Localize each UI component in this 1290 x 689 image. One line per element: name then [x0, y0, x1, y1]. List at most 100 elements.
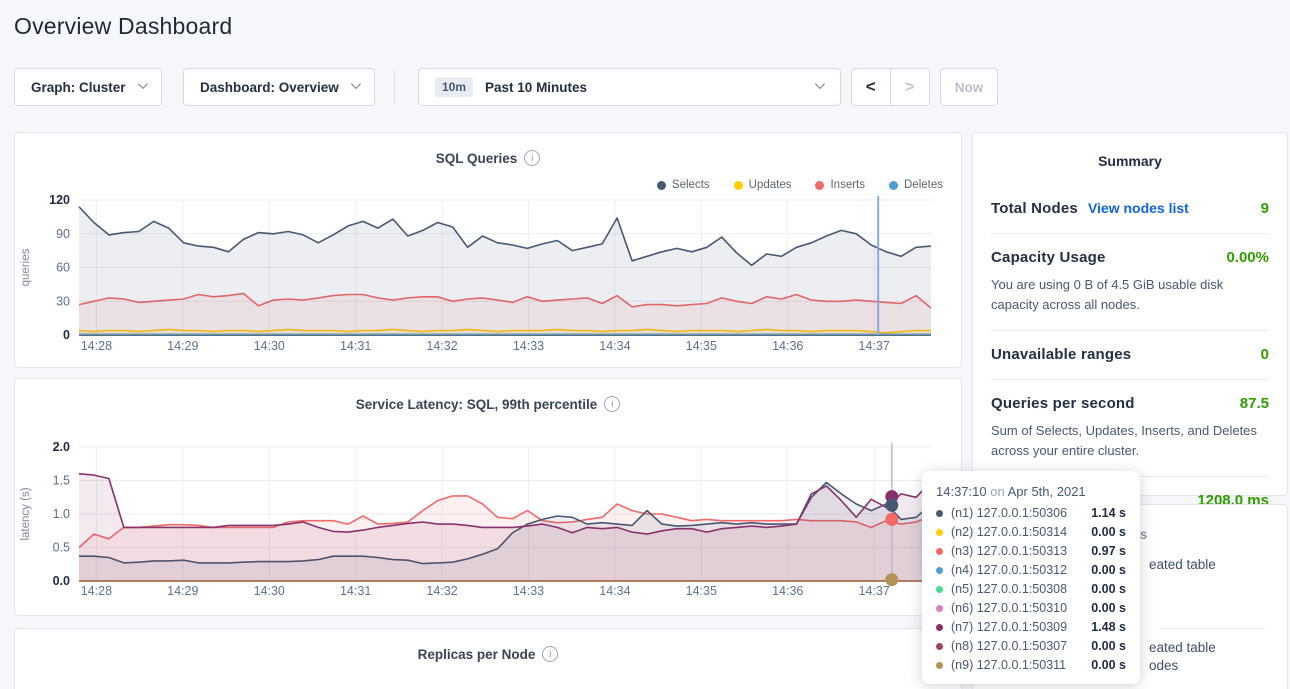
service-latency-chart[interactable]: 0.0 0.5 1.0 1.5 2.0 14:28 14:29 14:30 14:31 14:32… — [15, 433, 963, 610]
sql-queries-title: SQL Queries i — [15, 133, 961, 166]
series-line-Inserts — [78, 292, 932, 309]
summary-row-description: You are using 0 B of 4.5 GiB usable disk… — [991, 277, 1224, 312]
tooltip-node-row: (n5) 127.0.0.1:50308 0.00 s — [936, 582, 1126, 596]
events-divider — [1159, 628, 1265, 629]
x-tick-label: 14:32 — [426, 339, 457, 353]
legend-label: Inserts — [830, 179, 865, 191]
tooltip-node-row: (n9) 127.0.0.1:50311 0.00 s — [936, 658, 1126, 672]
x-tick-label: 14:29 — [167, 339, 198, 353]
summary-row: Queries per second 87.5 Sum of Selects, Up… — [991, 380, 1269, 477]
dashboard-dropdown[interactable]: Dashboard: Overview — [183, 68, 375, 106]
y-tick-label: 0.5 — [53, 541, 70, 555]
y-tick-label: 1.5 — [53, 474, 70, 488]
legend-label: Updates — [748, 179, 792, 191]
replicas-per-node-panel: Replicas per Node i — [14, 628, 962, 689]
node-address: (n6) 127.0.0.1:50310 — [951, 601, 1068, 615]
summary-row: Unavailable ranges 0 — [991, 331, 1269, 380]
y-tick-label: 0.0 — [53, 574, 70, 588]
tooltip-node-row: (n3) 127.0.0.1:50313 0.97 s — [936, 544, 1126, 558]
now-button[interactable]: Now — [940, 68, 998, 106]
summary-row-label: Unavailable ranges — [991, 346, 1132, 363]
time-step-forward-button[interactable]: > — [904, 77, 915, 96]
chevron-down-icon — [814, 78, 825, 89]
service-latency-title: Service Latency: SQL, 99th percentile i — [15, 379, 961, 412]
node-color-dot-icon — [936, 661, 943, 669]
x-tick-label: 14:28 — [81, 584, 112, 598]
event-entry-fragment: eated table — [1149, 640, 1216, 655]
node-latency-value: 0.00 s — [1091, 582, 1126, 596]
graph-scope-label: Graph: Cluster — [31, 79, 126, 95]
legend-item-inserts[interactable]: Inserts — [815, 179, 865, 191]
controls-divider — [394, 70, 395, 104]
sql-queries-chart[interactable]: 0 30 60 90 120 14:28 14:29 14:30 14:31 14:32 14:33… — [15, 191, 963, 364]
y-tick-label: 1.0 — [53, 507, 70, 521]
service-latency-panel: Service Latency: SQL, 99th percentile i … — [14, 378, 962, 616]
x-tick-label: 14:31 — [340, 339, 371, 353]
node-address: (n9) 127.0.0.1:50311 — [951, 658, 1067, 672]
info-icon[interactable]: i — [524, 150, 541, 166]
replicas-per-node-title: Replicas per Node i — [15, 629, 961, 662]
x-tick-label: 14:35 — [686, 584, 717, 598]
view-nodes-list-link[interactable]: View nodes list — [1087, 200, 1189, 216]
node-address: (n2) 127.0.0.1:50314 — [951, 525, 1068, 539]
node-latency-value: 1.14 s — [1091, 506, 1126, 520]
node-address: (n3) 127.0.0.1:50313 — [951, 544, 1068, 558]
tooltip-node-row: (n1) 127.0.0.1:50306 1.14 s — [936, 506, 1126, 520]
legend-item-updates[interactable]: Updates — [733, 179, 792, 191]
time-step-button-group: < > — [851, 68, 930, 106]
node-address: (n1) 127.0.0.1:50306 — [951, 506, 1068, 520]
summary-row-value: 9 — [1260, 200, 1269, 217]
summary-row-value: 87.5 — [1239, 395, 1269, 412]
y-tick-label: 30 — [56, 294, 70, 308]
y-tick-label: 120 — [49, 193, 70, 207]
series-line-Selects — [78, 206, 932, 267]
x-tick-label: 14:35 — [686, 339, 717, 353]
time-range-badge: 10m — [435, 77, 474, 97]
x-tick-label: 14:34 — [599, 339, 630, 353]
summary-row-description: Sum of Selects, Updates, Inserts, and De… — [991, 423, 1257, 458]
node-color-dot-icon — [936, 547, 943, 555]
chevron-down-icon — [350, 78, 361, 89]
dashboard-label: Dashboard: Overview — [200, 79, 339, 95]
x-tick-label: 14:36 — [772, 339, 803, 353]
graph-scope-dropdown[interactable]: Graph: Cluster — [14, 68, 162, 106]
node-address: (n4) 127.0.0.1:50312 — [951, 563, 1068, 577]
node-latency-value: 0.00 s — [1091, 658, 1126, 672]
sql-queries-legend: Selects Updates Inserts Deletes — [656, 179, 943, 191]
summary-row-label: Queries per second — [991, 395, 1135, 412]
sql-queries-plot[interactable]: 0 30 60 90 120 14:28 14:29 14:30 14:31 14:32 14:33… — [15, 191, 963, 359]
hover-point-dot — [885, 573, 899, 587]
legend-item-selects[interactable]: Selects — [656, 179, 710, 191]
info-icon[interactable]: i — [604, 396, 621, 412]
node-latency-value: 0.00 s — [1091, 525, 1126, 539]
time-range-dropdown[interactable]: 10m Past 10 Minutes — [418, 68, 841, 106]
y-tick-label: 0 — [63, 328, 70, 342]
series-line-(n7) 127.0.0.1:50309 — [78, 473, 932, 535]
series-area-Inserts — [79, 293, 931, 335]
node-latency-value: 0.00 s — [1091, 601, 1126, 615]
tooltip-node-row: (n6) 127.0.0.1:50310 0.00 s — [936, 601, 1126, 615]
x-tick-label: 14:31 — [340, 584, 371, 598]
summary-title: Summary — [1098, 153, 1162, 169]
node-color-dot-icon — [936, 623, 943, 631]
x-tick-label: 14:30 — [254, 339, 285, 353]
service-latency-plot[interactable]: 0.0 0.5 1.0 1.5 2.0 14:28 14:29 14:30 14:31 14:32… — [15, 433, 963, 605]
tooltip-timestamp: 14:37:10 on Apr 5th, 2021 — [936, 484, 1086, 499]
time-step-back-button[interactable]: < — [852, 69, 891, 105]
node-latency-value: 1.48 s — [1091, 620, 1126, 634]
x-tick-label: 14:37 — [859, 584, 890, 598]
info-icon[interactable]: i — [542, 646, 559, 662]
node-color-dot-icon — [936, 528, 943, 536]
node-address: (n7) 127.0.0.1:50309 — [951, 620, 1068, 634]
event-entry-fragment: eated table — [1149, 557, 1216, 572]
summary-row: Capacity Usage 0.00% You are using 0 B of … — [991, 234, 1269, 331]
x-tick-label: 14:37 — [859, 339, 890, 353]
node-latency-value: 0.00 s — [1091, 563, 1126, 577]
summary-row-label: Capacity Usage — [991, 249, 1106, 266]
legend-item-deletes[interactable]: Deletes — [889, 179, 943, 191]
summary-row-label: Total Nodes — [991, 200, 1078, 217]
time-range-label: Past 10 Minutes — [485, 79, 588, 95]
node-color-dot-icon — [936, 585, 943, 593]
node-address: (n5) 127.0.0.1:50308 — [951, 582, 1068, 596]
tooltip-node-row: (n7) 127.0.0.1:50309 1.48 s — [936, 620, 1126, 634]
